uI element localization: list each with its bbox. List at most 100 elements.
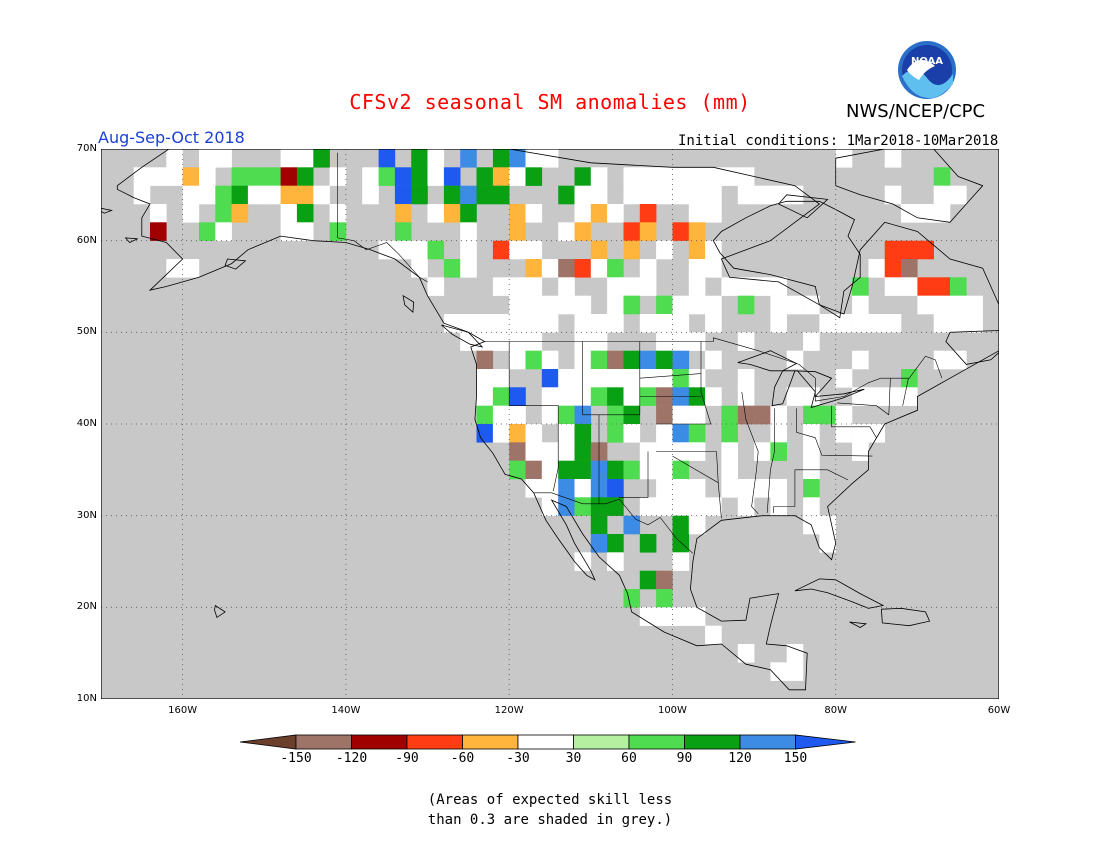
- anomaly-cell: [656, 479, 673, 498]
- anomaly-cell: [443, 204, 461, 223]
- anomaly-cell: [770, 479, 787, 498]
- anomaly-cell: [460, 149, 477, 168]
- anomaly-cell: [394, 185, 412, 205]
- skill-note-line-1: (Areas of expected skill less: [427, 792, 673, 808]
- anomaly-cell: [492, 149, 510, 168]
- anomaly-cell: [509, 240, 526, 260]
- anomaly-cell: [639, 277, 657, 296]
- anomaly-cell: [509, 387, 526, 406]
- anomaly-cell: [884, 259, 902, 278]
- anomaly-cell: [672, 607, 690, 626]
- anomaly-cell: [933, 204, 951, 223]
- anomaly-cell: [590, 167, 608, 186]
- anomaly-cell: [672, 552, 690, 571]
- anomaly-cell: [558, 387, 575, 406]
- anomaly-cell: [541, 350, 559, 370]
- anomaly-cell: [411, 167, 428, 186]
- anomaly-cell: [411, 185, 428, 205]
- anomaly-cell: [623, 185, 641, 205]
- anomaly-cell: [509, 222, 526, 241]
- anomaly-cell: [705, 497, 722, 516]
- anomaly-cell: [917, 295, 934, 315]
- anomaly-cell: [656, 589, 673, 608]
- anomaly-cell: [950, 277, 967, 296]
- colorbar-tick-label: 60: [621, 751, 637, 766]
- anomaly-cell: [688, 259, 706, 278]
- anomaly-cell: [427, 240, 445, 260]
- anomaly-cell: [705, 350, 722, 370]
- anomaly-cell: [672, 185, 690, 205]
- anomaly-cell: [280, 204, 298, 223]
- anomaly-cell: [688, 497, 706, 516]
- anomaly-cell: [509, 405, 526, 425]
- anomaly-cell: [688, 240, 706, 260]
- anomaly-cell: [803, 424, 820, 443]
- anomaly-cell: [705, 259, 722, 278]
- longitude-label: 100W: [657, 705, 687, 716]
- anomaly-cell: [803, 332, 820, 351]
- latitude-label: 70N: [76, 143, 97, 154]
- anomaly-cell: [639, 607, 657, 626]
- anomaly-cell: [933, 295, 951, 315]
- anomaly-cell: [705, 185, 722, 205]
- water-body-outline: [737, 350, 865, 409]
- anomaly-cell: [541, 369, 559, 388]
- anomaly-cell: [525, 167, 543, 186]
- anomaly-cell: [394, 204, 412, 223]
- anomaly-cell: [852, 314, 869, 333]
- colorbar-tick-label: 90: [676, 751, 693, 766]
- anomaly-cell: [705, 314, 722, 333]
- anomaly-cell: [411, 259, 428, 278]
- anomaly-cell: [541, 149, 559, 168]
- anomaly-cell: [492, 185, 510, 205]
- anomaly-cell: [509, 167, 526, 186]
- anomaly-cell: [656, 570, 673, 590]
- anomaly-cell: [672, 405, 690, 425]
- anomaly-cell: [574, 424, 592, 443]
- anomaly-cell: [786, 644, 804, 663]
- anomaly-cell: [476, 185, 494, 205]
- anomaly-cell: [672, 295, 690, 315]
- anomaly-cell: [215, 204, 232, 223]
- anomaly-cell: [525, 314, 543, 333]
- anomaly-cell: [427, 277, 445, 296]
- longitude-label: 80W: [824, 705, 848, 716]
- anomaly-cell: [672, 369, 690, 388]
- anomaly-cell: [884, 185, 902, 205]
- anomaly-cell: [558, 369, 575, 388]
- skill-note-line-2: than 0.3 are shaded in grey.): [427, 812, 673, 828]
- colorbar-segment: [462, 734, 519, 750]
- anomaly-cell: [460, 332, 477, 351]
- anomaly-cell: [607, 534, 624, 553]
- anomaly-cell: [443, 167, 461, 186]
- anomaly-cell: [558, 222, 575, 241]
- anomaly-cell: [509, 277, 526, 296]
- anomaly-cell: [868, 259, 885, 278]
- colorbar-segment: [406, 734, 463, 750]
- anomaly-cell: [786, 185, 804, 205]
- anomaly-cell: [525, 277, 543, 296]
- anomaly-cell: [688, 185, 706, 205]
- anomaly-cell: [525, 295, 543, 315]
- anomaly-cell: [688, 167, 706, 186]
- anomaly-cell: [950, 185, 967, 205]
- anomaly-cell: [770, 277, 787, 296]
- anomaly-cell: [558, 259, 575, 278]
- anomaly-cell: [639, 167, 657, 186]
- island-coastline: [124, 237, 138, 243]
- anomaly-cell: [558, 405, 575, 425]
- anomaly-cell: [737, 387, 755, 406]
- island-coastline: [214, 604, 226, 619]
- latitude-label: 20N: [76, 601, 97, 613]
- anomaly-cell: [476, 350, 494, 370]
- island-coastline: [835, 149, 984, 223]
- anomaly-cell: [656, 460, 673, 480]
- anomaly-cell: [394, 167, 412, 186]
- anomaly-cell: [378, 167, 396, 186]
- anomaly-cell: [737, 295, 755, 315]
- anomaly-cell: [737, 497, 755, 516]
- political-border: [618, 451, 649, 498]
- anomaly-cell: [607, 479, 624, 498]
- anomaly-cell: [705, 625, 722, 645]
- anomaly-cell: [607, 314, 624, 333]
